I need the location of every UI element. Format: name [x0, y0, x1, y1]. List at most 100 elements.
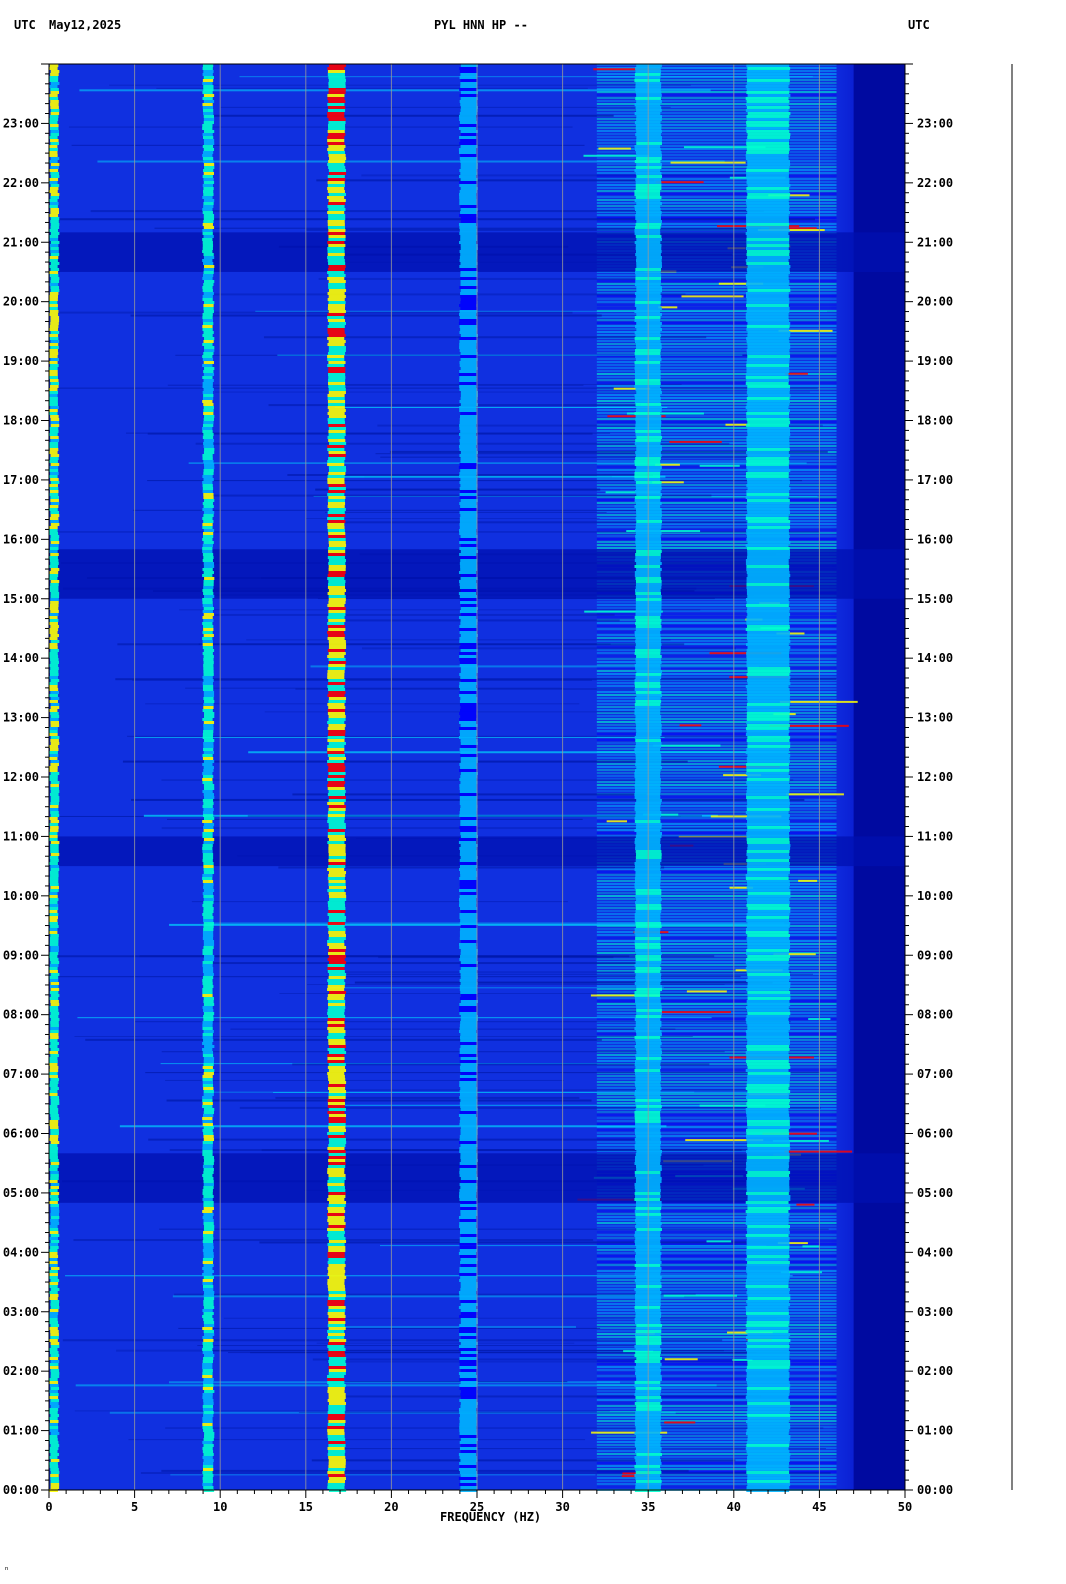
spectral-line-segment — [460, 238, 478, 241]
spectral-line-segment — [746, 1351, 790, 1354]
spectral-line-segment — [459, 628, 477, 631]
broadband-noise-strip — [596, 1321, 837, 1323]
spectral-line-segment — [202, 1210, 213, 1213]
spectral-line-segment — [460, 298, 478, 301]
spectral-line-segment — [747, 682, 791, 685]
horizontal-streak — [311, 1459, 736, 1462]
spectral-line-segment — [635, 826, 662, 829]
horizontal-streak — [179, 609, 701, 611]
spectral-line-segment — [202, 154, 213, 157]
spectral-line-segment — [634, 1420, 661, 1423]
spectral-line-segment — [202, 391, 213, 394]
spectral-line-segment — [328, 607, 346, 610]
spectral-line-segment — [49, 274, 59, 277]
spectral-line-segment — [460, 643, 478, 646]
spectral-line-segment — [49, 628, 59, 631]
spectral-line-segment — [49, 442, 59, 445]
spectral-line-segment — [327, 817, 345, 820]
spectral-line-segment — [327, 763, 345, 766]
horizontal-streak — [345, 619, 620, 622]
spectral-line-segment — [745, 1447, 789, 1450]
spectral-line-segment — [327, 448, 345, 451]
spectral-line-segment — [327, 670, 345, 673]
spectral-line-segment — [203, 1183, 214, 1186]
spectral-line-segment — [203, 187, 214, 190]
broadband-noise-strip — [596, 1126, 837, 1128]
broadband-noise-strip — [596, 547, 837, 549]
spectral-line-segment — [202, 763, 213, 766]
broadband-noise-strip — [596, 445, 837, 447]
spectral-line-segment — [328, 1090, 347, 1093]
broadband-noise-strip — [596, 466, 837, 468]
broadband-noise-strip — [596, 1450, 837, 1452]
spectral-line-segment — [328, 724, 346, 727]
spectral-line-segment — [634, 868, 661, 871]
spectral-line-segment — [459, 1162, 477, 1165]
spectral-line-segment — [50, 640, 60, 643]
spectral-line-segment — [459, 388, 477, 391]
spectral-line-segment — [458, 445, 477, 448]
spectral-line-segment — [328, 1096, 346, 1099]
spectral-line-segment — [203, 703, 214, 706]
spectral-line-segment — [460, 604, 478, 607]
spectral-line-segment — [459, 142, 477, 145]
spectral-line-segment — [747, 946, 791, 949]
spectral-line-segment — [460, 499, 478, 502]
spectral-line-segment — [327, 1087, 346, 1090]
spectral-line-segment — [202, 481, 213, 484]
spectral-line-segment — [459, 481, 477, 484]
spectral-line-segment — [50, 1216, 60, 1219]
spectral-line-segment — [746, 244, 790, 247]
spectral-line-segment — [328, 433, 346, 436]
spectral-line-segment — [50, 358, 59, 361]
spectral-line-segment — [48, 1252, 58, 1255]
spectral-line-segment — [202, 103, 213, 106]
spectral-line-segment — [203, 1378, 214, 1381]
spectral-line-segment — [460, 601, 478, 604]
spectral-line-segment — [49, 916, 59, 919]
spectral-line-segment — [203, 388, 214, 391]
y-tick-label-right: 09:00 — [917, 948, 953, 962]
spectral-line-segment — [328, 346, 346, 349]
broadband-noise-strip — [596, 385, 837, 387]
y-tick-label-right: 07:00 — [917, 1067, 953, 1081]
spectral-line-segment — [329, 1357, 347, 1360]
spectral-line-segment — [49, 1426, 59, 1429]
spectral-line-segment — [745, 274, 789, 277]
horizontal-streak — [197, 1345, 642, 1347]
spectral-line-segment — [745, 157, 789, 160]
spectral-line-segment — [49, 1189, 58, 1192]
spectral-line-segment — [203, 262, 214, 265]
broadband-noise-strip — [596, 1447, 837, 1449]
spectral-line-segment — [49, 1039, 58, 1042]
spectral-line-segment — [460, 817, 478, 820]
spectral-line-segment — [202, 1198, 213, 1201]
spectral-line-segment — [747, 346, 791, 349]
spectral-line-segment — [202, 931, 214, 934]
spectral-line-segment — [50, 1159, 59, 1162]
spectral-line-segment — [746, 1180, 790, 1183]
spectral-line-segment — [49, 445, 59, 448]
spectral-line-segment — [202, 145, 214, 148]
spectral-line-segment — [328, 1321, 346, 1324]
x-tick-label: 45 — [812, 1500, 826, 1514]
spectral-line-segment — [203, 1255, 214, 1258]
spectral-line-segment — [202, 343, 213, 346]
spectral-line-segment — [458, 1291, 477, 1294]
spectral-line-segment — [327, 997, 345, 1000]
spectral-line-segment — [460, 172, 478, 175]
spectral-line-segment — [746, 1309, 789, 1312]
spectral-line-segment — [203, 1429, 214, 1432]
spectral-line-segment — [636, 436, 663, 439]
spectral-line-segment — [636, 1105, 662, 1108]
spectral-line-segment — [745, 1465, 789, 1468]
spectral-line-segment — [49, 430, 59, 433]
broadband-hotspot — [590, 994, 660, 997]
broadband-hotspot — [779, 700, 858, 703]
spectral-line-segment — [202, 847, 213, 850]
spectral-line-segment — [49, 769, 58, 772]
spectral-line-segment — [327, 253, 345, 256]
broadband-noise-strip — [596, 100, 837, 102]
broadband-hotspot — [784, 1150, 853, 1153]
broadband-noise-strip — [596, 925, 837, 927]
